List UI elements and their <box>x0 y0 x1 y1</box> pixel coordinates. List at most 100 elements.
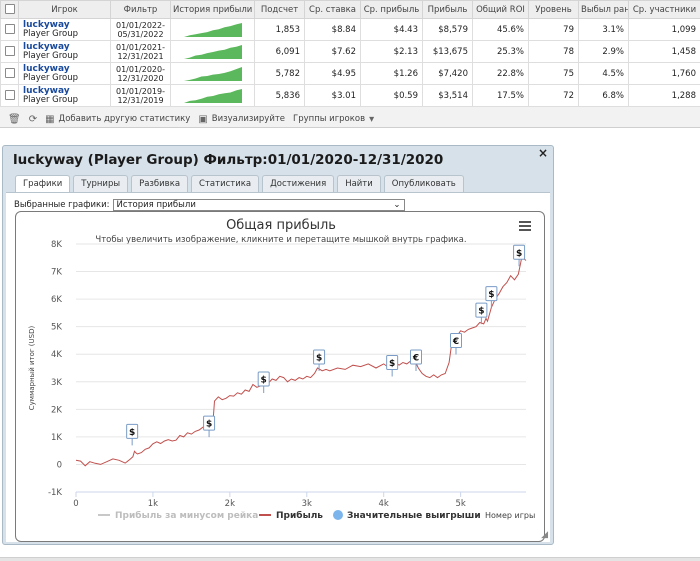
profit-chart[interactable]: Общая прибыль Чтобы увеличить изображение… <box>16 212 545 542</box>
x-tick-label: 3k <box>302 499 312 509</box>
profit-sparkline[interactable] <box>183 44 243 60</box>
player-cell[interactable]: luckyway Player Group <box>18 40 111 63</box>
col-header-early-out[interactable]: Выбыл ранее <box>578 0 629 19</box>
chart-frame[interactable]: Общая прибыль Чтобы увеличить изображение… <box>15 211 545 542</box>
sparkline-area <box>183 22 242 37</box>
player-name[interactable]: luckyway <box>23 20 70 30</box>
tab-1[interactable]: Турниры <box>73 175 129 193</box>
table-row[interactable]: luckyway Player Group 01/01/2020- 12/31/202… <box>0 62 700 85</box>
tab-0[interactable]: Графики <box>15 175 71 193</box>
table-row[interactable]: luckyway Player Group 01/01/2019- 12/31/201… <box>0 84 700 107</box>
chart-subtitle: Чтобы увеличить изображение, кликните и … <box>95 235 466 245</box>
big-win-flag[interactable] <box>410 349 422 365</box>
filter-cell: 01/01/2021- 12/31/2021 <box>110 40 171 63</box>
big-win-symbol: $ <box>261 376 267 386</box>
hamburger-menu-icon[interactable] <box>519 221 531 231</box>
early-out-cell: 4.5% <box>578 62 629 85</box>
row-checkbox-cell[interactable] <box>0 40 19 63</box>
col-header-player[interactable]: Игрок <box>18 0 111 19</box>
add-stat-button[interactable]: ▦ Добавить другую статистику <box>45 114 190 125</box>
player-name[interactable]: luckyway <box>23 42 70 52</box>
tab-3[interactable]: Статистика <box>191 175 260 193</box>
col-header-roi[interactable]: Общий ROI <box>472 0 529 19</box>
sparkline-area <box>183 66 242 81</box>
bottom-scrollbar[interactable] <box>0 557 700 561</box>
player-cell[interactable]: luckyway Player Group <box>18 84 111 107</box>
visualize-button[interactable]: ▣ Визуализируйте <box>198 114 285 125</box>
sparkline-cell[interactable] <box>170 40 255 63</box>
row-checkbox-cell[interactable] <box>0 18 19 41</box>
col-header-profit[interactable]: Прибыль <box>422 0 473 19</box>
y-tick-label: 4K <box>51 350 62 360</box>
refresh-icon[interactable]: ⟳ <box>28 113 38 125</box>
col-header-profit-history[interactable]: История прибыли <box>170 0 255 19</box>
count-cell: 5,836 <box>254 84 305 107</box>
row-checkbox[interactable] <box>4 90 15 101</box>
player-group: Player Group <box>23 29 79 39</box>
filter-to: 12/31/2021 <box>117 51 164 61</box>
col-header-avg-entrants[interactable]: Ср. участники <box>628 0 700 19</box>
avg-entrants-cell: 1,288 <box>628 84 700 107</box>
close-icon[interactable]: × <box>537 146 548 160</box>
tab-5[interactable]: Найти <box>337 175 381 193</box>
stats-header-row: Игрок Фильтр История прибыли Подсчет Ср.… <box>0 0 700 19</box>
select-all-checkbox[interactable] <box>4 4 15 15</box>
profit-cell: $13,675 <box>422 40 473 63</box>
row-checkbox-cell[interactable] <box>0 62 19 85</box>
count-cell: 1,853 <box>254 18 305 41</box>
profit-cell: $8,579 <box>422 18 473 41</box>
col-header-level[interactable]: Уровень <box>528 0 579 19</box>
big-win-flag[interactable] <box>513 244 526 260</box>
profit-sparkline[interactable] <box>183 88 243 104</box>
x-tick-label: 2k <box>225 499 235 509</box>
profit-series-line[interactable] <box>75 253 527 467</box>
avg-stake-cell: $3.01 <box>304 84 361 107</box>
tab-2[interactable]: Разбивка <box>131 175 189 193</box>
big-win-flag[interactable] <box>485 286 498 302</box>
panel-title: luckyway (Player Group) Фильтр:01/01/202… <box>13 152 444 168</box>
player-cell[interactable]: luckyway Player Group <box>18 62 111 85</box>
row-checkbox[interactable] <box>4 24 15 35</box>
big-win-flag[interactable] <box>313 349 326 365</box>
col-header-avg-profit[interactable]: Ср. прибыль <box>360 0 423 19</box>
select-all-checkbox-cell[interactable] <box>0 0 19 19</box>
col-header-filter[interactable]: Фильтр <box>110 0 171 19</box>
legend-profit-label: Прибыль <box>276 510 323 521</box>
profit-cell: $7,420 <box>422 62 473 85</box>
player-name[interactable]: luckyway <box>23 64 70 74</box>
big-win-flag[interactable] <box>126 423 139 439</box>
legend-rake-label: Прибыль за минусом рейка <box>115 510 258 521</box>
x-tick-label: 4k <box>379 499 389 509</box>
filter-to: 12/31/2019 <box>117 95 164 105</box>
sparkline-cell[interactable] <box>170 18 255 41</box>
avg-entrants-cell: 1,760 <box>628 62 700 85</box>
player-groups-dropdown[interactable]: Группы игроков ▾ <box>293 114 374 125</box>
big-win-flag[interactable] <box>257 371 270 387</box>
resize-grip-icon[interactable]: ◢ <box>541 530 548 540</box>
sparkline-cell[interactable] <box>170 62 255 85</box>
big-win-flag[interactable] <box>475 302 488 318</box>
sparkline-cell[interactable] <box>170 84 255 107</box>
col-header-count[interactable]: Подсчет <box>254 0 305 19</box>
trash-icon[interactable]: 🗑 <box>8 113 21 125</box>
row-checkbox[interactable] <box>4 68 15 79</box>
big-win-flag[interactable] <box>386 354 399 370</box>
row-checkbox[interactable] <box>4 46 15 57</box>
profit-sparkline[interactable] <box>183 66 243 82</box>
big-win-flag[interactable] <box>450 332 462 348</box>
player-cell[interactable]: luckyway Player Group <box>18 18 111 41</box>
tab-4[interactable]: Достижения <box>262 175 335 193</box>
big-win-flag[interactable] <box>203 415 216 431</box>
roi-cell: 25.3% <box>472 40 529 63</box>
col-header-avg-stake[interactable]: Ср. ставка <box>304 0 361 19</box>
table-row[interactable]: luckyway Player Group 01/01/2022- 05/31/202… <box>0 18 700 41</box>
big-win-symbol: $ <box>516 249 522 259</box>
row-checkbox-cell[interactable] <box>0 84 19 107</box>
sparkline-area <box>183 44 242 59</box>
table-row[interactable]: luckyway Player Group 01/01/2021- 12/31/202… <box>0 40 700 63</box>
tab-6[interactable]: Опубликовать <box>383 175 464 193</box>
chart-select[interactable]: История прибыли ⌄ <box>112 199 405 211</box>
profit-sparkline[interactable] <box>183 22 243 38</box>
player-name[interactable]: luckyway <box>23 86 70 96</box>
chart-title: Общая прибыль <box>226 218 336 233</box>
